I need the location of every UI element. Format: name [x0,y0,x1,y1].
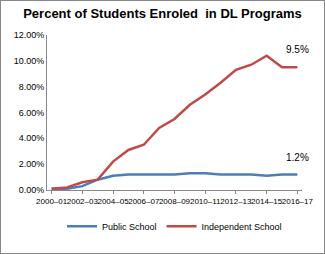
svg-text:6.00%: 6.00% [19,108,45,118]
svg-text:2006–07: 2006–07 [128,197,160,206]
svg-text:4.00%: 4.00% [19,133,45,143]
svg-text:2.00%: 2.00% [19,159,45,169]
svg-text:2004–05: 2004–05 [97,197,129,206]
svg-text:2016–17: 2016–17 [282,197,314,206]
svg-text:9.5%: 9.5% [286,44,309,55]
svg-text:2002–03: 2002–03 [67,197,99,206]
svg-text:10.00%: 10.00% [14,56,45,66]
svg-text:2008–09: 2008–09 [159,197,191,206]
svg-text:Percent of Students Enroled i: Percent of Students Enroled in DL Progra… [23,6,302,21]
svg-text:12.00%: 12.00% [14,30,45,40]
svg-text:Public School: Public School [102,222,157,232]
svg-text:2000–01: 2000–01 [36,197,68,206]
svg-text:2014–15: 2014–15 [251,197,283,206]
svg-text:0.00%: 0.00% [19,185,45,195]
svg-text:8.00%: 8.00% [19,82,45,92]
svg-text:2012–13: 2012–13 [220,197,252,206]
svg-text:2010–11: 2010–11 [190,197,221,206]
svg-text:Independent School: Independent School [202,222,282,232]
svg-text:1.2%: 1.2% [286,152,309,163]
